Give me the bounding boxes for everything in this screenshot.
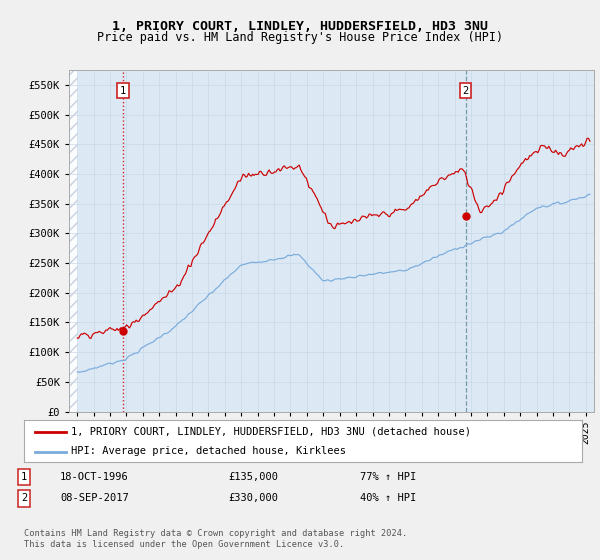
Text: 1: 1 (21, 472, 27, 482)
Text: £330,000: £330,000 (228, 493, 278, 503)
Text: 18-OCT-1996: 18-OCT-1996 (60, 472, 129, 482)
Text: 1, PRIORY COURT, LINDLEY, HUDDERSFIELD, HD3 3NU (detached house): 1, PRIORY COURT, LINDLEY, HUDDERSFIELD, … (71, 427, 472, 437)
Text: Price paid vs. HM Land Registry's House Price Index (HPI): Price paid vs. HM Land Registry's House … (97, 31, 503, 44)
Text: Contains HM Land Registry data © Crown copyright and database right 2024.
This d: Contains HM Land Registry data © Crown c… (24, 529, 407, 549)
Text: HPI: Average price, detached house, Kirklees: HPI: Average price, detached house, Kirk… (71, 446, 346, 456)
Text: £135,000: £135,000 (228, 472, 278, 482)
Text: 1, PRIORY COURT, LINDLEY, HUDDERSFIELD, HD3 3NU: 1, PRIORY COURT, LINDLEY, HUDDERSFIELD, … (112, 20, 488, 32)
Text: 77% ↑ HPI: 77% ↑ HPI (360, 472, 416, 482)
Text: 1: 1 (120, 86, 126, 96)
Text: 08-SEP-2017: 08-SEP-2017 (60, 493, 129, 503)
Text: 2: 2 (463, 86, 469, 96)
Text: 40% ↑ HPI: 40% ↑ HPI (360, 493, 416, 503)
Text: 2: 2 (21, 493, 27, 503)
